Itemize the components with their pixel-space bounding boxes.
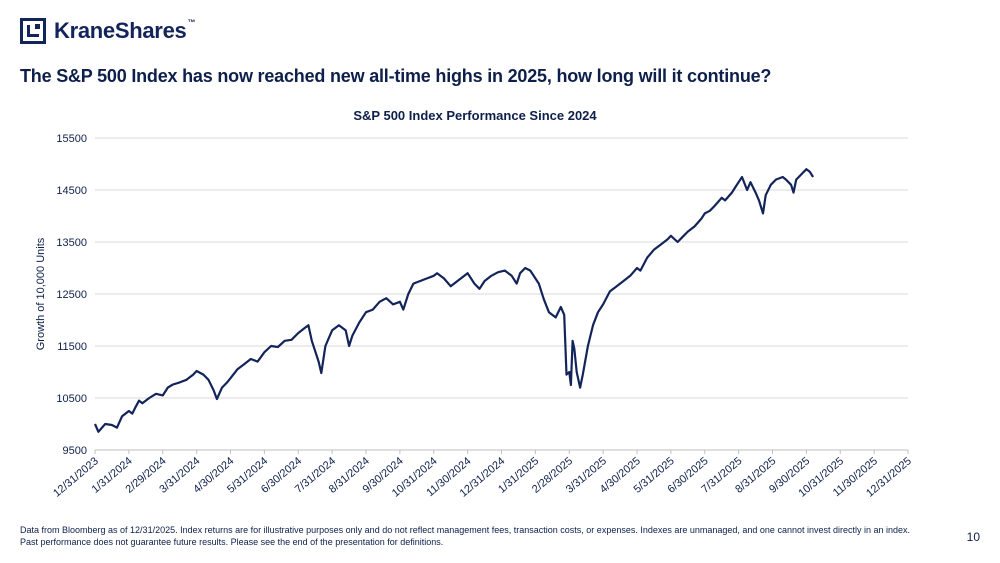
page-headline: The S&P 500 Index has now reached new al… <box>20 66 772 86</box>
kraneshares-logo: KraneShares™ <box>20 18 195 44</box>
page-number: 10 <box>966 530 980 544</box>
logo-wordmark: KraneShares™ <box>54 18 196 43</box>
y-tick-label: 14500 <box>56 185 87 197</box>
y-axis-label: Growth of 10,000 Units <box>35 237 47 350</box>
y-tick-label: 12500 <box>56 289 87 301</box>
y-tick-label: 9500 <box>63 445 87 457</box>
series-line-sp500 <box>93 168 815 433</box>
y-tick-labels: 9500 10500 11500 12500 13500 14500 15500 <box>56 133 87 457</box>
x-tick-label: 12/31/2023 <box>51 455 101 500</box>
logo-mark-icon <box>20 18 46 44</box>
y-tick-label: 10500 <box>56 393 87 405</box>
chart-title: S&P 500 Index Performance Since 2024 <box>353 108 597 123</box>
x-tick-labels: 12/31/20231/31/20242/29/20243/31/20244/3… <box>51 450 914 500</box>
y-tick-label: 11500 <box>57 341 87 353</box>
disclaimer-footnote: Data from Bloomberg as of 12/31/2025. In… <box>20 525 911 547</box>
y-tick-label: 15500 <box>56 133 87 145</box>
series-group <box>93 168 815 433</box>
y-tick-label: 13500 <box>56 237 87 249</box>
sp500-line-chart: S&P 500 Index Performance Since 2024 Gro… <box>35 108 914 500</box>
grid-lines <box>95 137 908 451</box>
